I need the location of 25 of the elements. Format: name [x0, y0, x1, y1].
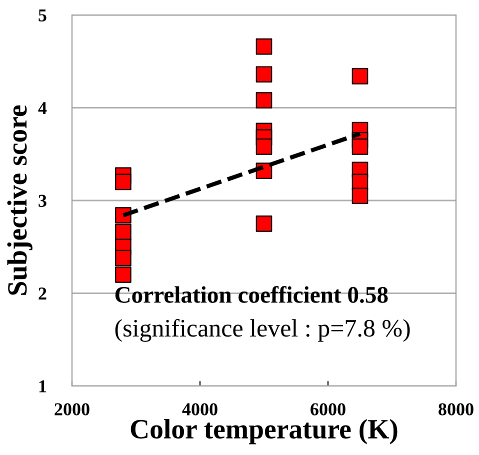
point [256, 66, 272, 83]
point [115, 266, 132, 283]
annotation: (significance level : p=7.8 %) [115, 318, 410, 342]
x-tick-label: 6000 [310, 403, 346, 416]
point [115, 224, 132, 240]
y-axis-title: Subjective score [7, 105, 32, 295]
y-tick-label: 5 [38, 9, 46, 22]
x-tick-label: 4000 [182, 403, 218, 416]
x-tick-label: 8000 [438, 403, 474, 416]
point [115, 250, 132, 266]
point [352, 188, 368, 204]
point [256, 92, 272, 108]
point [256, 216, 272, 232]
y-tick-label: 1 [39, 380, 46, 392]
point [352, 68, 368, 84]
point [256, 138, 272, 155]
point [352, 138, 368, 155]
point [115, 174, 132, 190]
y-tick-label: 4 [38, 102, 47, 114]
x-tick-label: 2000 [54, 403, 90, 416]
annotation: Correlation coefficient 0.58 [115, 286, 388, 303]
y-tick-label: 3 [38, 194, 46, 207]
x-axis-title: Color temperature (K) [130, 419, 398, 444]
point [256, 38, 272, 55]
y-tick-label: 2 [38, 288, 46, 300]
